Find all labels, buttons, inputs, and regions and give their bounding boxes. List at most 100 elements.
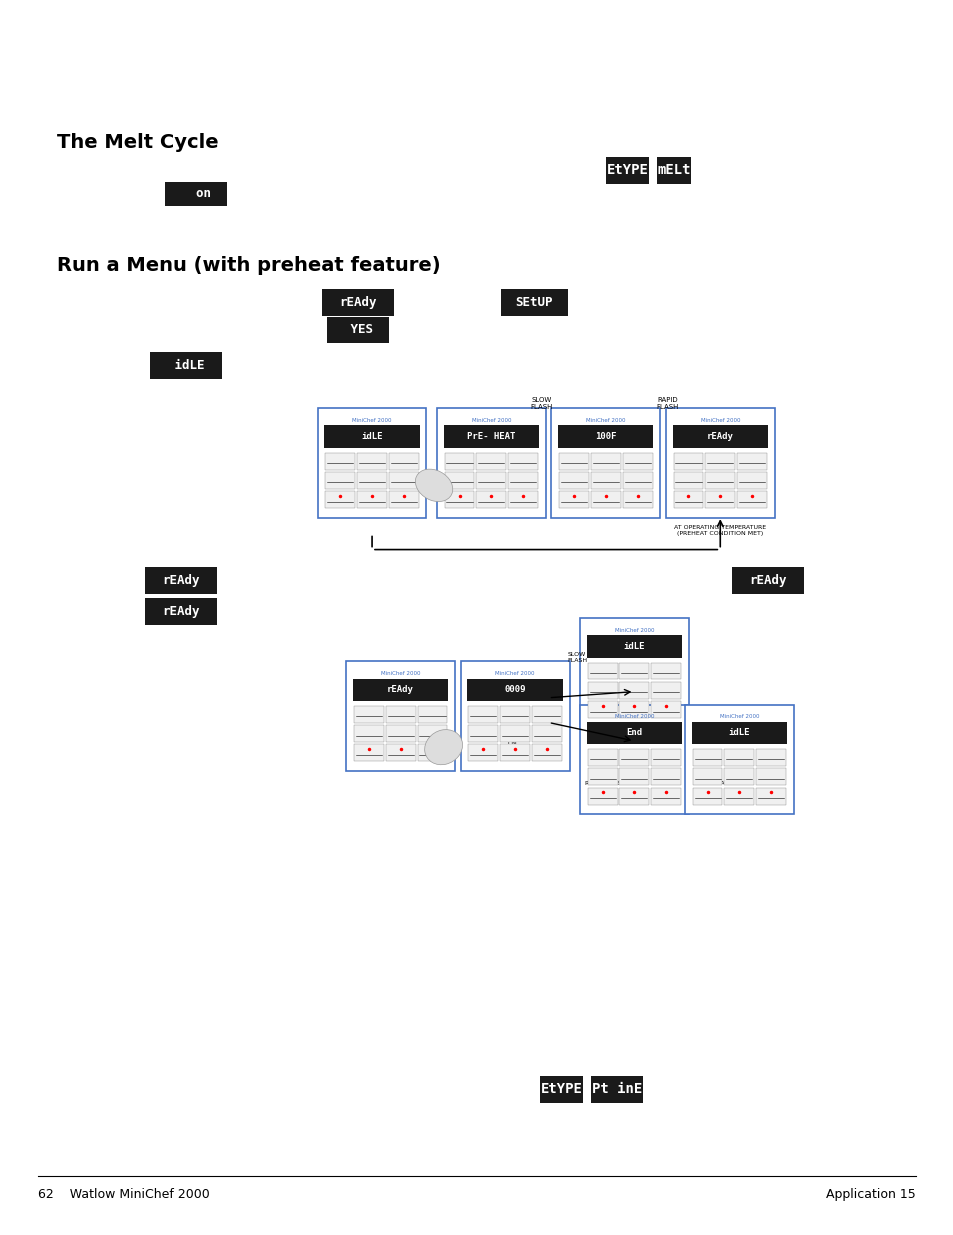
Bar (704, 452, 735, 469)
Bar (444, 492, 474, 509)
Text: rEAdy: rEAdy (706, 432, 733, 441)
Text: rEAdy: rEAdy (748, 574, 786, 587)
Bar (622, 472, 652, 489)
FancyBboxPatch shape (586, 635, 681, 657)
Text: SEtUP: SEtUP (515, 296, 553, 309)
Text: rEAdy: rEAdy (162, 605, 200, 618)
Bar (385, 725, 416, 742)
Bar (356, 472, 387, 489)
Bar (618, 748, 649, 766)
Text: MiniChef 2000: MiniChef 2000 (585, 417, 625, 424)
Text: mELt: mELt (657, 163, 690, 178)
Bar (692, 748, 721, 766)
Bar (590, 492, 620, 509)
FancyBboxPatch shape (672, 425, 767, 448)
FancyBboxPatch shape (551, 408, 659, 519)
Bar (354, 706, 383, 722)
FancyBboxPatch shape (460, 662, 569, 771)
Text: Run a Menu (with preheat feature): Run a Menu (with preheat feature) (57, 256, 440, 275)
Bar (417, 706, 447, 722)
Text: rEAdy: rEAdy (338, 296, 376, 309)
Bar (558, 452, 588, 469)
FancyBboxPatch shape (657, 157, 690, 184)
FancyBboxPatch shape (317, 408, 426, 519)
Bar (651, 748, 680, 766)
Ellipse shape (415, 469, 453, 501)
Bar (704, 492, 735, 509)
Text: Pt inE: Pt inE (591, 1082, 641, 1097)
Bar (508, 492, 537, 509)
Text: idLE: idLE (361, 432, 382, 441)
Bar (356, 452, 387, 469)
Bar (618, 701, 649, 718)
Bar (737, 492, 766, 509)
Bar (723, 768, 754, 785)
Bar (737, 452, 766, 469)
Text: End: End (626, 729, 641, 737)
Bar (587, 701, 617, 718)
Bar (508, 472, 537, 489)
FancyBboxPatch shape (558, 425, 653, 448)
FancyBboxPatch shape (691, 721, 786, 743)
Bar (417, 745, 447, 761)
Bar (532, 745, 561, 761)
Bar (651, 768, 680, 785)
Bar (476, 472, 506, 489)
Text: 0009: 0009 (504, 685, 525, 694)
Bar (651, 701, 680, 718)
Text: EtYPE: EtYPE (540, 1082, 582, 1097)
Ellipse shape (424, 730, 462, 764)
Bar (325, 492, 355, 509)
Bar (476, 452, 506, 469)
Bar (468, 745, 497, 761)
Text: MiniChef 2000: MiniChef 2000 (380, 672, 420, 677)
Bar (444, 472, 474, 489)
Bar (325, 452, 355, 469)
Bar (389, 452, 418, 469)
FancyBboxPatch shape (467, 679, 562, 701)
Text: RAPID
FLASH: RAPID FLASH (656, 396, 679, 410)
Bar (651, 788, 680, 805)
Bar (587, 662, 617, 679)
Bar (673, 472, 702, 489)
Bar (587, 682, 617, 699)
Bar (590, 472, 620, 489)
FancyBboxPatch shape (590, 1076, 641, 1103)
Text: SLOW
FLASH: SLOW FLASH (566, 652, 587, 663)
Bar (558, 472, 588, 489)
Text: idLE: idLE (728, 729, 749, 737)
FancyBboxPatch shape (321, 289, 393, 316)
Bar (444, 452, 474, 469)
FancyBboxPatch shape (145, 567, 216, 594)
Bar (618, 662, 649, 679)
Bar (756, 748, 785, 766)
FancyBboxPatch shape (586, 721, 681, 743)
FancyBboxPatch shape (732, 567, 802, 594)
Bar (618, 788, 649, 805)
Text: Application 15: Application 15 (825, 1188, 915, 1202)
Bar (587, 748, 617, 766)
Text: RAPID FLASH: RAPID FLASH (585, 781, 625, 785)
Bar (673, 452, 702, 469)
FancyBboxPatch shape (500, 289, 567, 316)
Text: MiniChef 2000: MiniChef 2000 (614, 714, 654, 720)
Bar (385, 706, 416, 722)
Bar (389, 472, 418, 489)
Text: on: on (180, 188, 211, 200)
Bar (590, 452, 620, 469)
Text: 100F: 100F (595, 432, 616, 441)
Text: MiniChef 2000: MiniChef 2000 (700, 417, 740, 424)
FancyBboxPatch shape (145, 598, 216, 625)
Bar (356, 492, 387, 509)
Bar (723, 788, 754, 805)
Bar (692, 788, 721, 805)
FancyBboxPatch shape (164, 182, 226, 206)
Text: SLOW
FLASH: SLOW FLASH (530, 396, 553, 410)
Text: 62    Watlow MiniChef 2000: 62 Watlow MiniChef 2000 (38, 1188, 210, 1202)
Text: AT OPERATING TEMPERATURE
(PREHEAT CONDITION MET): AT OPERATING TEMPERATURE (PREHEAT CONDIT… (674, 525, 765, 536)
Bar (325, 472, 355, 489)
Bar (532, 725, 561, 742)
Text: SLOW FLASH: SLOW FLASH (693, 781, 733, 785)
Bar (673, 492, 702, 509)
Text: MiniChef 2000: MiniChef 2000 (495, 672, 535, 677)
